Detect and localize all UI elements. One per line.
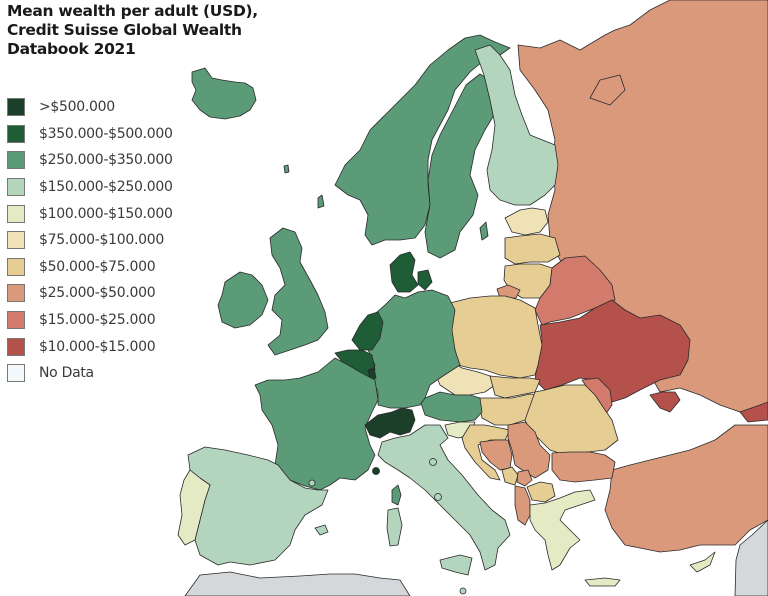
legend-item: $10.000-$15.000: [7, 333, 173, 360]
region-faroe: [283, 164, 290, 174]
region-middle-east: [734, 519, 768, 596]
legend-item: $25.000-$50.000: [7, 280, 173, 307]
legend-label: >$500.000: [39, 99, 115, 116]
region-malta: [459, 587, 467, 595]
legend-label: $150.000-$250.000: [39, 179, 173, 196]
region-turkey: [604, 424, 768, 553]
legend-swatch: [7, 364, 25, 383]
region-north-africa: [184, 571, 411, 596]
legend-label: $75.000-$100.000: [39, 232, 164, 249]
legend-label: $25.000-$50.000: [39, 285, 156, 302]
region-san-marino: [429, 458, 437, 466]
region-finland: [474, 44, 559, 206]
region-monaco: [372, 467, 380, 475]
region-ireland: [217, 271, 269, 329]
region-shetland: [317, 194, 325, 209]
legend-label: $100.000-$150.000: [39, 205, 173, 222]
region-zealand: [417, 269, 433, 291]
region-france: [254, 357, 379, 491]
region-netherlands: [351, 311, 384, 351]
legend-item: $15.000-$25.000: [7, 307, 173, 334]
legend-item: $50.000-$75.000: [7, 254, 173, 281]
region-cyprus: [689, 551, 716, 573]
title-line-3: Databook 2021: [7, 40, 136, 58]
title-line-1: Mean wealth per adult (USD),: [7, 2, 258, 20]
region-sicily: [439, 554, 473, 576]
region-estonia: [504, 207, 549, 236]
legend-item: $350.000-$500.000: [7, 121, 173, 148]
legend-swatch: [7, 151, 25, 170]
region-sardinia: [386, 507, 403, 547]
legend-item: $100.000-$150.000: [7, 200, 173, 227]
region-north-macedonia: [526, 481, 556, 503]
region-montenegro: [501, 466, 519, 486]
region-greece: [529, 489, 596, 571]
legend-swatch: [7, 257, 25, 276]
region-albania: [514, 485, 531, 526]
legend-item: $75.000-$100.000: [7, 227, 173, 254]
legend-swatch: [7, 178, 25, 197]
legend-label: $15.000-$25.000: [39, 312, 156, 329]
region-italy: [377, 424, 511, 571]
region-gotland: [479, 221, 489, 241]
region-sweden: [424, 73, 495, 259]
legend-item: $150.000-$250.000: [7, 174, 173, 201]
legend-item: $250.000-$350.000: [7, 147, 173, 174]
region-bulgaria: [551, 451, 616, 483]
region-poland: [449, 295, 543, 379]
legend-item: No Data: [7, 360, 173, 387]
legend-label: $350.000-$500.000: [39, 125, 173, 142]
region-iceland: [191, 67, 257, 120]
legend-item: >$500.000: [7, 94, 173, 121]
legend-label: $250.000-$350.000: [39, 152, 173, 169]
legend: >$500.000 $350.000-$500.000 $250.000-$35…: [7, 94, 173, 387]
region-crimea: [649, 391, 681, 413]
region-denmark: [389, 251, 419, 293]
legend-label: $50.000-$75.000: [39, 258, 156, 275]
region-georgia: [739, 401, 768, 423]
region-serbia: [507, 421, 551, 479]
region-uk: [267, 227, 329, 356]
region-latvia: [504, 233, 561, 265]
legend-swatch: [7, 124, 25, 143]
map-title: Mean wealth per adult (USD), Credit Suis…: [7, 2, 307, 59]
region-vatican: [434, 493, 442, 501]
region-austria: [419, 391, 483, 423]
region-crete: [584, 577, 621, 587]
legend-swatch: [7, 311, 25, 330]
title-line-2: Credit Suisse Global Wealth: [7, 21, 242, 39]
region-balearics: [314, 524, 329, 536]
region-corsica: [391, 484, 402, 506]
region-portugal: [177, 469, 211, 546]
region-andorra: [308, 479, 316, 487]
region-croatia: [461, 424, 511, 481]
legend-swatch: [7, 98, 25, 117]
region-norway: [334, 34, 511, 246]
legend-swatch: [7, 337, 25, 356]
legend-label: $10.000-$15.000: [39, 338, 156, 355]
legend-swatch: [7, 204, 25, 223]
region-kosovo: [516, 469, 533, 487]
legend-swatch: [7, 231, 25, 250]
region-switzerland: [364, 407, 416, 439]
legend-label: No Data: [39, 365, 94, 382]
legend-swatch: [7, 284, 25, 303]
